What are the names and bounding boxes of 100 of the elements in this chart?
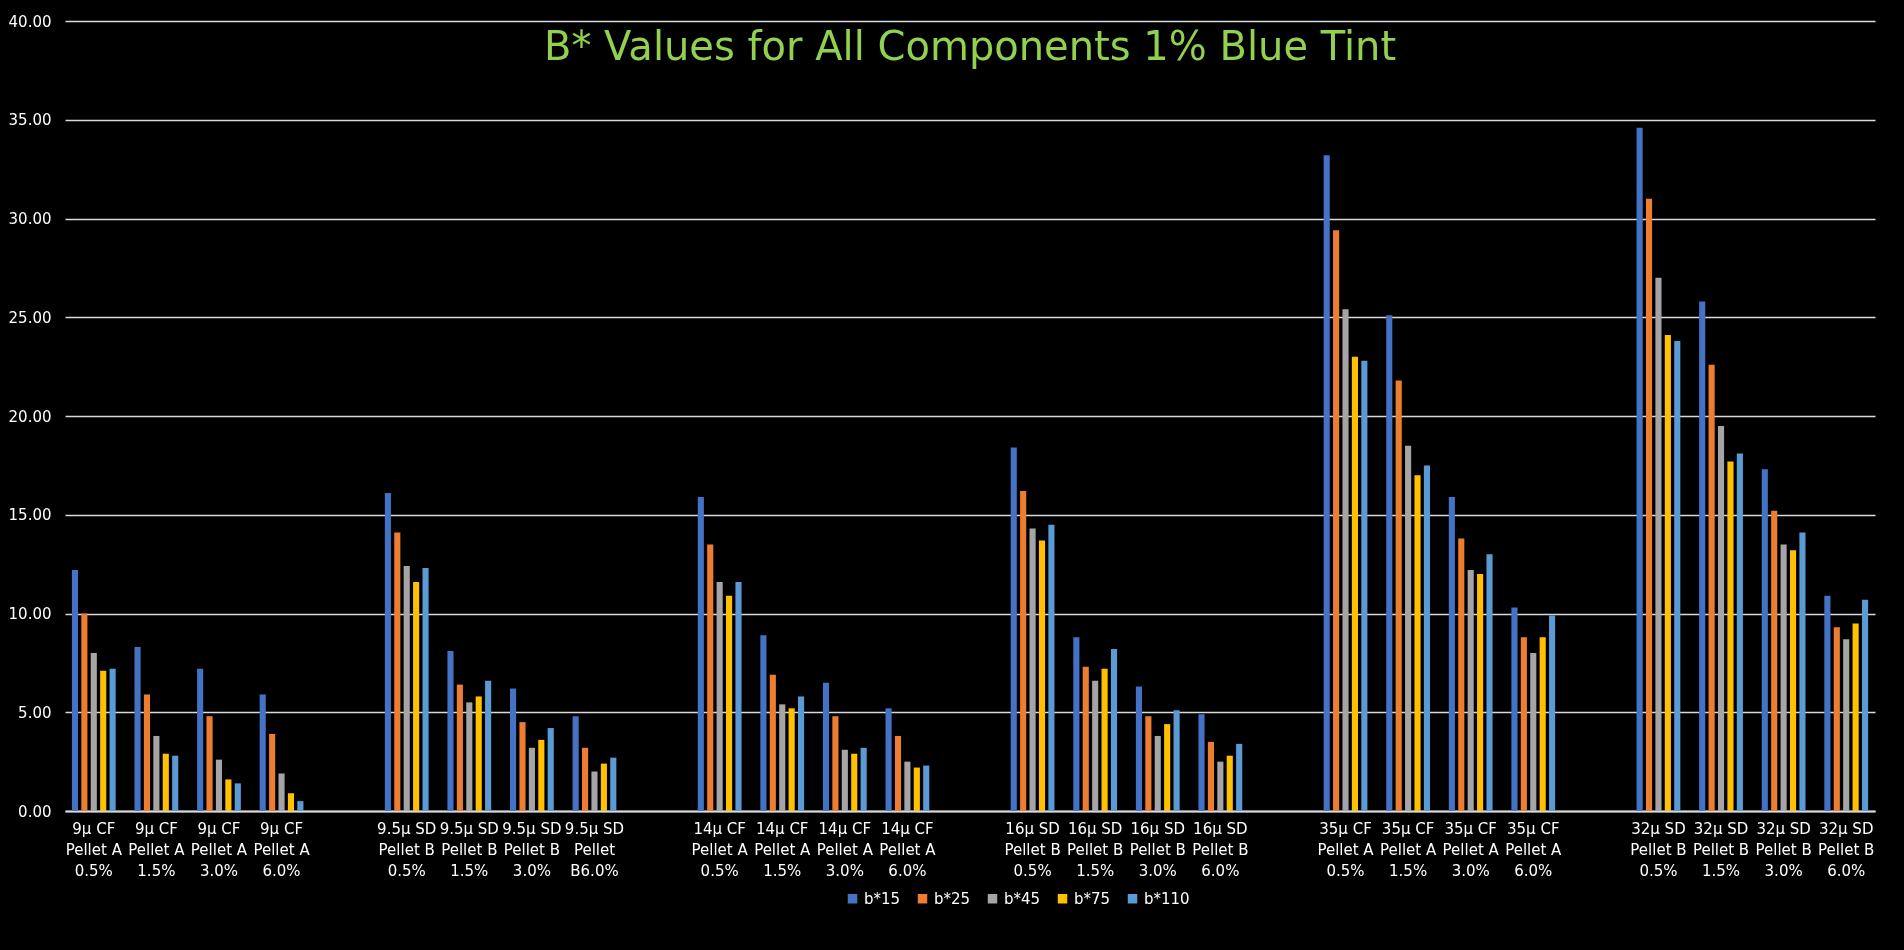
bar: [1386, 315, 1393, 811]
bar: [538, 739, 545, 811]
bar: [547, 728, 554, 811]
bar: [1520, 637, 1527, 811]
bar: [1207, 741, 1214, 811]
bar: [1092, 680, 1099, 811]
chart-title: B* Values for All Components 1% Blue Tint: [543, 23, 1397, 69]
bar: [832, 716, 839, 811]
bar: [1664, 335, 1671, 811]
y-tick-label: 10.00: [8, 605, 52, 623]
x-tick-label: 9µ CF Pellet A 3.0%: [190, 819, 248, 880]
bar: [1636, 127, 1643, 811]
bar: [1145, 716, 1152, 811]
bar: [259, 694, 266, 811]
bar: [384, 493, 391, 811]
bar: [1333, 230, 1340, 811]
bar: [894, 735, 902, 811]
x-tick-label: 9.5µ SD Pellet B6.0%: [564, 819, 625, 880]
bar: [206, 716, 213, 811]
bar: [1467, 570, 1474, 811]
bar: [591, 771, 598, 811]
bar: [904, 761, 911, 811]
bar: [913, 767, 920, 811]
bar: [1395, 380, 1402, 811]
x-tick-label: 35µ CF Pellet A 3.0%: [1442, 819, 1500, 880]
bar: [485, 680, 492, 811]
y-tick-label: 30.00: [8, 210, 52, 228]
bar: [860, 747, 867, 811]
bar: [769, 674, 776, 811]
bar: [456, 684, 463, 811]
bar: [234, 783, 241, 811]
x-tick-label: 16µ SD Pellet B 6.0%: [1192, 819, 1249, 880]
bar: [1708, 364, 1715, 811]
bar: [788, 708, 795, 811]
bar: [760, 635, 767, 811]
bar: [697, 496, 704, 811]
bar: [519, 722, 526, 811]
y-tick-label: 0.00: [18, 802, 52, 821]
x-tick-label: 9.5µ SD Pellet B 0.5%: [377, 819, 437, 880]
bar: [1405, 445, 1412, 811]
bar: [1511, 607, 1518, 811]
bar: [172, 755, 179, 811]
bar: [779, 704, 786, 811]
legend-label: b*45: [1004, 889, 1041, 908]
bar: [726, 595, 733, 811]
bar: [1861, 599, 1869, 811]
bar: [81, 613, 88, 811]
bar: [1198, 714, 1205, 811]
bar: [885, 708, 892, 811]
bar: [1048, 524, 1055, 811]
bar: [269, 733, 276, 811]
bar: [1135, 686, 1142, 811]
bar: [600, 763, 607, 811]
bar: [1645, 198, 1653, 811]
bar: [735, 581, 742, 811]
bar: [143, 694, 151, 811]
x-tick-label: 14µ CF Pellet A 1.5%: [754, 819, 812, 880]
bar: [1342, 309, 1349, 811]
bar: [278, 773, 285, 811]
legend-label: b*25: [934, 889, 971, 908]
bar: [413, 581, 420, 811]
bar: [1852, 623, 1859, 811]
bar: [71, 570, 79, 811]
bar: [822, 682, 830, 811]
x-tick-label: 9µ CF Pellet A 6.0%: [253, 819, 311, 880]
bar: [1477, 574, 1484, 811]
bar: [422, 568, 429, 811]
bar: [716, 581, 723, 811]
bar: [1655, 277, 1662, 811]
legend-label: b*75: [1074, 889, 1111, 908]
bar: [297, 801, 304, 811]
bar: [1486, 554, 1493, 811]
x-tick-label: 9.5µ SD Pellet B 3.0%: [502, 819, 562, 880]
bar: [197, 668, 204, 811]
bar: [1226, 755, 1233, 811]
bar: [1736, 453, 1743, 811]
y-tick-label: 15.00: [8, 506, 52, 525]
bar: [1699, 301, 1706, 811]
bar: [162, 753, 169, 811]
bar: [1173, 710, 1180, 811]
x-tick-label: 9.5µ SD Pellet B 1.5%: [439, 819, 499, 880]
y-tick-label: 25.00: [8, 308, 52, 327]
x-tick-label: 35µ CF Pellet A 1.5%: [1380, 819, 1437, 880]
bar: [707, 544, 714, 811]
bar: [1351, 356, 1358, 811]
bar: [109, 668, 116, 811]
bar: [225, 779, 232, 811]
bar: [1780, 544, 1787, 811]
bar: [510, 688, 517, 811]
bar: [1361, 360, 1368, 811]
bar: [287, 793, 295, 811]
y-tick-label: 20.00: [8, 407, 52, 426]
bar: [1154, 735, 1161, 811]
bar: [1110, 649, 1118, 811]
bar: [447, 651, 454, 811]
x-tick-label: 32µ SD Pellet B 3.0%: [1755, 819, 1812, 880]
bar: [1727, 461, 1734, 811]
bar: [1323, 155, 1330, 811]
bar: [215, 759, 223, 811]
y-tick-label: 35.00: [8, 111, 52, 130]
